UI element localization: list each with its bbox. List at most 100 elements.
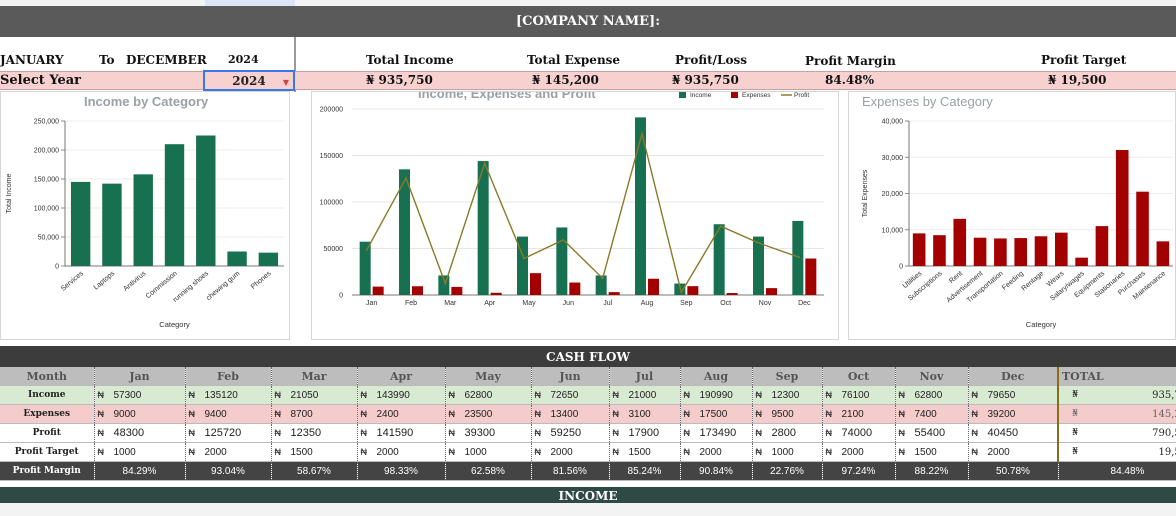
cf-cell[interactable]: ₦ 143990 [357,385,446,405]
profit-margin-value[interactable]: 84.48% [825,73,874,87]
total-income-value[interactable]: ₦ 935,750 [366,73,433,87]
income-expense-profit-card[interactable]: Income, Expenses and Profit 0 50000 100000… [311,91,839,340]
cf-cell-value: 2000 [204,446,227,458]
income-section-header: INCOME [0,487,1176,503]
cf-cell[interactable]: ₦ 55400 [895,423,969,443]
currency-symbol: ₦ [97,446,105,457]
cf-cell[interactable]: ₦ 59250 [531,423,610,443]
cf-margin-cell[interactable]: 62.58% [445,461,532,481]
cf-cell[interactable]: ₦ 2000 [531,442,610,462]
cf-row-total[interactable]: ₦ 145,200 [1057,404,1176,424]
cf-margin-total[interactable]: 84.48% [1058,461,1176,481]
cf-cell[interactable]: ₦ 21050 [271,385,358,405]
cf-cell[interactable]: ₦ 79650 [968,385,1059,405]
expenses-by-category-card[interactable]: Expenses by Category 0 10,000 20,000 30,000… [848,91,1176,340]
cf-margin-cell[interactable]: 58.67% [271,461,358,481]
cf-margin-cell[interactable]: 84.29% [94,461,186,481]
bar-advertisement [973,237,987,266]
currency-symbol: ₦ [898,446,906,457]
cf-cell[interactable]: ₦ 2100 [822,404,896,424]
currency-symbol: ₦ [274,446,282,457]
cf-margin-cell[interactable]: 90.84% [680,461,753,481]
cf-cell[interactable]: ₦ 40450 [968,423,1059,443]
year-select-dropdown[interactable]: 2024 ▼ [203,70,295,91]
cf-margin-cell[interactable]: 85.24% [609,461,681,481]
expense-bar-dec [805,258,817,295]
cf-margin-cell[interactable]: 98.33% [357,461,446,481]
cf-cell[interactable]: ₦ 21000 [609,385,681,405]
cf-cell[interactable]: ₦ 48300 [94,423,186,443]
cf-cell[interactable]: ₦ 17500 [680,404,753,424]
company-name-header[interactable]: [COMPANY NAME]: [0,6,1176,37]
cf-cell[interactable]: ₦ 2000 [185,442,272,462]
cf-margin-cell[interactable]: 88.22% [895,461,969,481]
cf-cell[interactable]: ₦ 1000 [445,442,532,462]
cf-cell[interactable]: ₦ 76100 [822,385,896,405]
cf-row-total[interactable]: ₦ 19,500 [1057,442,1176,462]
cf-row-total[interactable]: ₦ 790,550 [1057,423,1176,443]
income-by-category-card[interactable]: Income by Category 0 50,000 100,000 150,000… [0,91,290,340]
profit-point [759,242,761,245]
cf-margin-cell[interactable]: 22.76% [752,461,823,481]
total-expense-value[interactable]: ₦ 145,200 [532,73,599,87]
cf-cell[interactable]: ₦ 2000 [968,442,1059,462]
cf-row-profit: Profit ₦ 48300 ₦ 125720 ₦ 12350 ₦ 141590 ₦ 39300 ₦ 5… [0,423,1176,443]
cf-cell[interactable]: ₦ 1500 [895,442,969,462]
cf-cell[interactable]: ₦ 62800 [895,385,969,405]
cf-cell[interactable]: ₦ 17900 [609,423,681,443]
cf-cell[interactable]: ₦ 125720 [185,423,272,443]
cf-row-total[interactable]: ₦ 935,750 [1057,385,1176,405]
cf-cell[interactable]: ₦ 141590 [357,423,446,443]
currency-symbol: ₦ [97,428,105,438]
expense-bar-jul [608,292,620,295]
cf-margin-cell[interactable]: 81.56% [531,461,610,481]
dropdown-caret-icon[interactable]: ▼ [282,77,289,87]
x-tick-label: Rent [948,270,964,285]
cf-cell[interactable]: ₦ 1500 [271,442,358,462]
cf-cell[interactable]: ₦ 13400 [531,404,610,424]
cf-cell[interactable]: ₦ 12300 [752,385,823,405]
cf-cell[interactable]: ₦ 74000 [822,423,896,443]
cf-cell[interactable]: ₦ 23500 [445,404,532,424]
bar-transportation [994,238,1007,266]
y-tick-label: 50000 [324,246,344,253]
period-from: JANUARY [0,53,64,67]
cf-cell[interactable]: ₦ 9500 [752,404,823,424]
cf-cell[interactable]: ₦ 2800 [752,423,823,443]
cf-cell[interactable]: ₦ 62800 [445,385,532,405]
profit-target-value[interactable]: ₦ 19,500 [1048,73,1107,87]
cf-cell[interactable]: ₦ 135120 [185,385,272,405]
expense-bar-apr [490,292,502,295]
cf-cell[interactable]: ₦ 57300 [94,385,186,405]
cf-cell[interactable]: ₦ 9400 [185,404,272,424]
x-tick-label: Rentage [1021,270,1046,292]
cf-cell[interactable]: ₦ 12350 [271,423,358,443]
cf-cell[interactable]: ₦ 8700 [271,404,358,424]
cf-margin-cell[interactable]: 50.78% [968,461,1059,481]
income-bar-mar [438,275,450,295]
x-tick-label: Feb [405,300,417,307]
profit-point [405,177,407,179]
cf-margin-cell[interactable]: 97.24% [822,461,896,481]
profit-loss-value[interactable]: ₦ 935,750 [672,73,739,87]
cf-cell[interactable]: ₦ 1000 [752,442,823,462]
cf-cell[interactable]: ₦ 2000 [680,442,753,462]
cf-cell[interactable]: ₦ 39200 [968,404,1059,424]
cf-cell[interactable]: ₦ 2400 [357,404,446,424]
cf-cell[interactable]: ₦ 3100 [609,404,681,424]
cf-cell[interactable]: ₦ 39300 [445,423,532,443]
cf-cell[interactable]: ₦ 9000 [94,404,186,424]
cf-margin-cell[interactable]: 93.04% [185,461,272,481]
x-tick-label: Jun [563,300,574,307]
cf-cell[interactable]: ₦ 1500 [609,442,681,462]
cf-cell-value: 17900 [628,427,660,439]
cf-cell[interactable]: ₦ 72650 [531,385,610,405]
cf-cell[interactable]: ₦ 1000 [94,442,186,462]
cf-cell-value: 1500 [914,446,937,458]
cf-cell[interactable]: ₦ 2000 [822,442,896,462]
period-to: DECEMBER [126,53,207,67]
cf-cell[interactable]: ₦ 7400 [895,404,969,424]
cf-cell[interactable]: ₦ 190990 [680,385,753,405]
cf-cell[interactable]: ₦ 173490 [680,423,753,443]
cf-cell[interactable]: ₦ 2000 [357,442,446,462]
